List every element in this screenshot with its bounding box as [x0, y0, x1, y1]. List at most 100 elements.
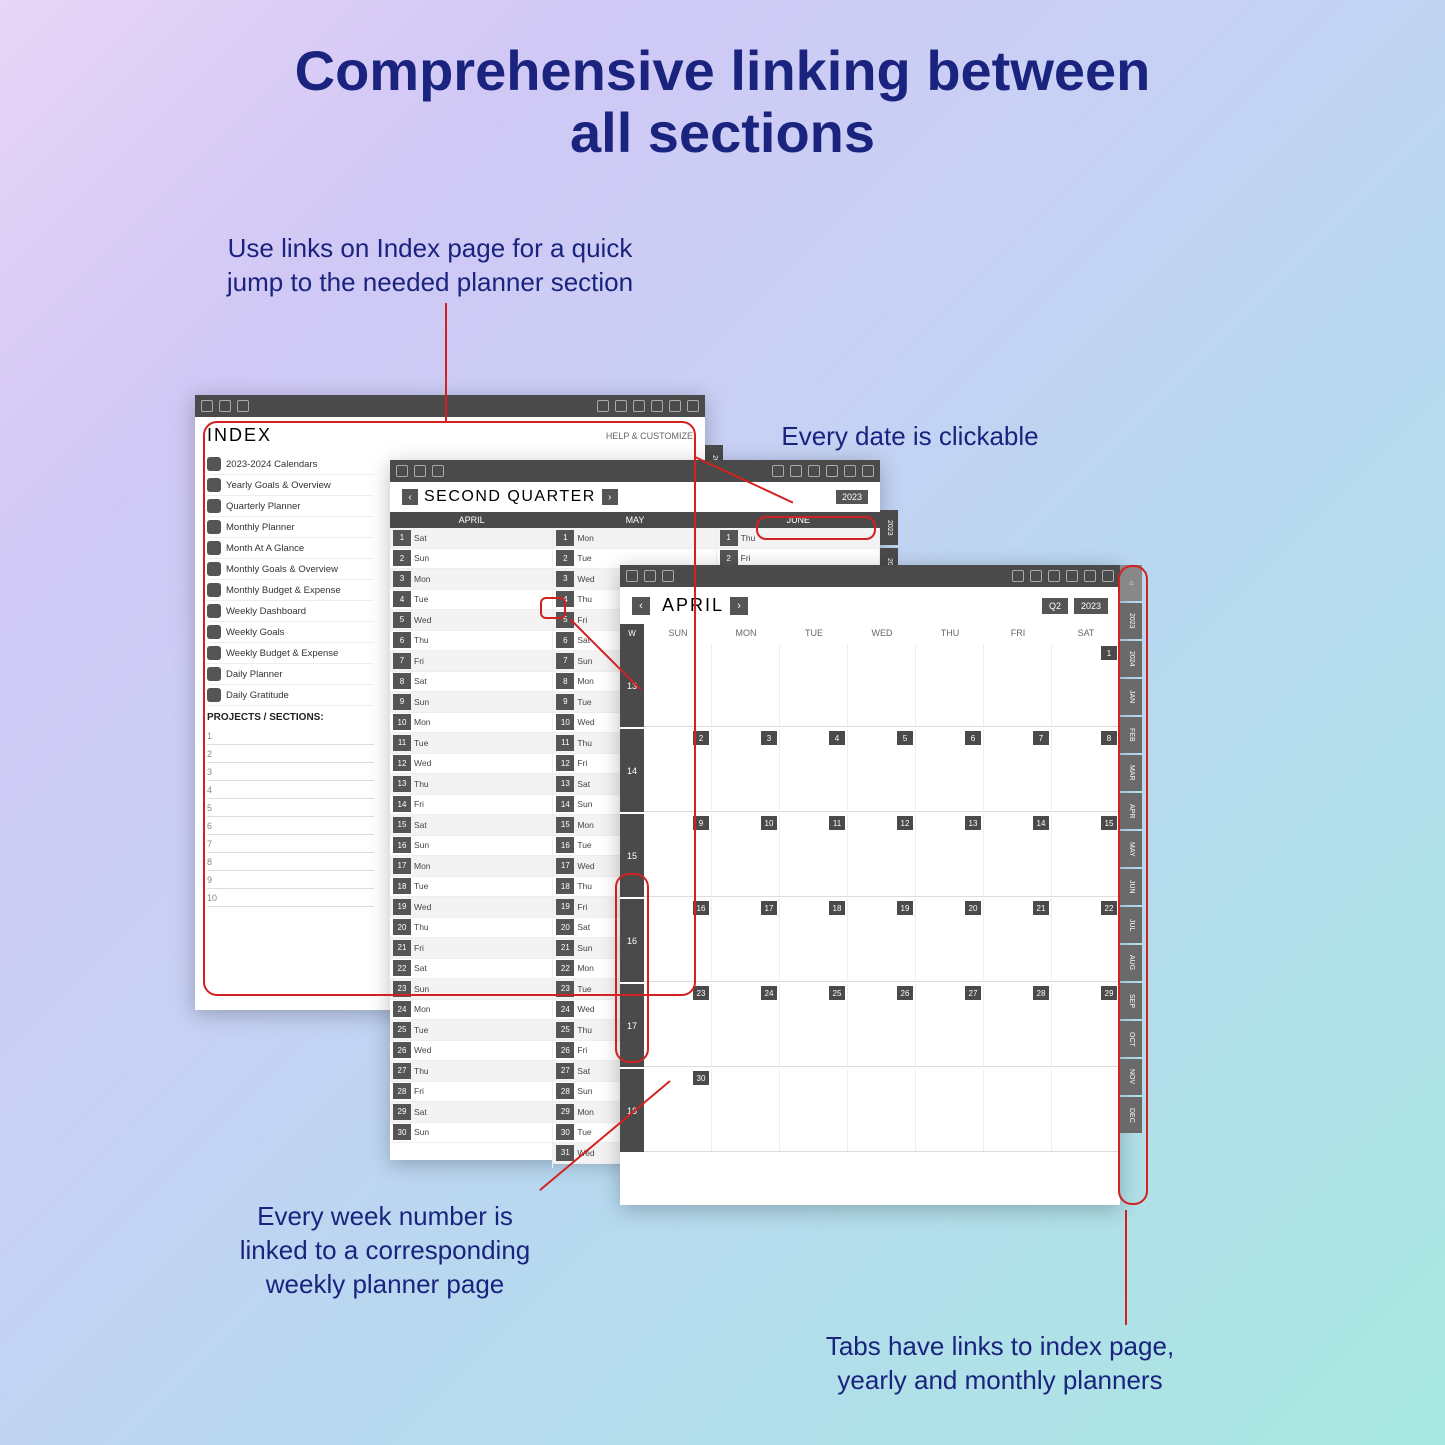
date-row[interactable]: 4Tue	[390, 590, 552, 611]
calendar-cell[interactable]: 24	[712, 984, 780, 1066]
index-link[interactable]: Weekly Goals	[207, 622, 374, 643]
calendar-cell[interactable]: 18	[780, 899, 848, 981]
week-number[interactable]: 13	[620, 644, 644, 727]
calendar-cell[interactable]: 3	[712, 729, 780, 811]
index-link[interactable]: Quarterly Planner	[207, 496, 374, 517]
calendar-cell[interactable]: 13	[916, 814, 984, 896]
date-row[interactable]: 16Sun	[390, 836, 552, 857]
calendar-cell[interactable]: 12	[848, 814, 916, 896]
month-header[interactable]: JUNE	[717, 512, 880, 528]
side-tab[interactable]: FEB	[1120, 717, 1142, 753]
side-tab[interactable]: ⌂	[1120, 565, 1142, 601]
calendar-cell[interactable]	[1052, 1069, 1120, 1151]
side-tab[interactable]: OCT	[1120, 1021, 1142, 1057]
date-row[interactable]: 26Wed	[390, 1041, 552, 1062]
calendar-cell[interactable]: 14	[984, 814, 1052, 896]
calendar-cell[interactable]: 9	[644, 814, 712, 896]
calendar-cell[interactable]: 19	[848, 899, 916, 981]
date-row[interactable]: 1Mon	[553, 528, 715, 549]
date-row[interactable]: 7Fri	[390, 651, 552, 672]
month-header[interactable]: MAY	[553, 512, 716, 528]
side-tab[interactable]: JUL	[1120, 907, 1142, 943]
date-row[interactable]: 12Wed	[390, 754, 552, 775]
side-tab[interactable]: MAR	[1120, 755, 1142, 791]
calendar-cell[interactable]: 11	[780, 814, 848, 896]
calendar-cell[interactable]: 27	[916, 984, 984, 1066]
date-row[interactable]: 15Sat	[390, 815, 552, 836]
calendar-cell[interactable]: 8	[1052, 729, 1120, 811]
calendar-cell[interactable]: 21	[984, 899, 1052, 981]
next-button[interactable]: ›	[730, 597, 748, 615]
calendar-cell[interactable]: 16	[644, 899, 712, 981]
side-tab[interactable]: AUG	[1120, 945, 1142, 981]
week-number[interactable]: 15	[620, 814, 644, 897]
calendar-cell[interactable]: 6	[916, 729, 984, 811]
year-chip[interactable]: 2023	[1074, 598, 1108, 614]
calendar-cell[interactable]	[644, 644, 712, 726]
calendar-cell[interactable]: 7	[984, 729, 1052, 811]
date-row[interactable]: 1Thu	[717, 528, 879, 549]
date-row[interactable]: 18Tue	[390, 877, 552, 898]
side-tab[interactable]: JUN	[1120, 869, 1142, 905]
calendar-cell[interactable]	[848, 644, 916, 726]
index-link[interactable]: Daily Gratitude	[207, 685, 374, 706]
index-link[interactable]: Daily Planner	[207, 664, 374, 685]
date-row[interactable]: 21Fri	[390, 938, 552, 959]
calendar-cell[interactable]	[712, 644, 780, 726]
calendar-cell[interactable]: 30	[644, 1069, 712, 1151]
calendar-cell[interactable]: 10	[712, 814, 780, 896]
date-row[interactable]: 6Thu	[390, 631, 552, 652]
date-row[interactable]: 11Tue	[390, 733, 552, 754]
index-link[interactable]: 2023-2024 Calendars	[207, 454, 374, 475]
date-row[interactable]: 9Sun	[390, 692, 552, 713]
calendar-cell[interactable]: 15	[1052, 814, 1120, 896]
next-button[interactable]: ›	[602, 489, 618, 505]
calendar-cell[interactable]	[780, 644, 848, 726]
quarter-chip[interactable]: Q2	[1042, 598, 1068, 614]
prev-button[interactable]: ‹	[402, 489, 418, 505]
calendar-cell[interactable]: 22	[1052, 899, 1120, 981]
date-row[interactable]: 2Sun	[390, 549, 552, 570]
date-row[interactable]: 19Wed	[390, 897, 552, 918]
date-row[interactable]: 29Sat	[390, 1102, 552, 1123]
date-row[interactable]: 10Mon	[390, 713, 552, 734]
calendar-cell[interactable]	[712, 1069, 780, 1151]
calendar-cell[interactable]: 17	[712, 899, 780, 981]
calendar-cell[interactable]: 25	[780, 984, 848, 1066]
week-number[interactable]: 14	[620, 729, 644, 812]
year-tab[interactable]: 2023	[880, 510, 898, 545]
index-link[interactable]: Yearly Goals & Overview	[207, 475, 374, 496]
date-row[interactable]: 17Mon	[390, 856, 552, 877]
calendar-cell[interactable]	[984, 1069, 1052, 1151]
side-tab[interactable]: NOV	[1120, 1059, 1142, 1095]
date-row[interactable]: 8Sat	[390, 672, 552, 693]
calendar-cell[interactable]: 26	[848, 984, 916, 1066]
date-row[interactable]: 22Sat	[390, 959, 552, 980]
year-chip[interactable]: 2023	[836, 490, 868, 504]
month-header[interactable]: APRIL	[390, 512, 553, 528]
help-link[interactable]: HELP & CUSTOMIZE	[606, 431, 693, 441]
week-number[interactable]: 16	[620, 899, 644, 982]
calendar-cell[interactable]	[916, 644, 984, 726]
index-link[interactable]: Monthly Goals & Overview	[207, 559, 374, 580]
side-tab[interactable]: 2023	[1120, 603, 1142, 639]
calendar-cell[interactable]: 29	[1052, 984, 1120, 1066]
index-link[interactable]: Month At A Glance	[207, 538, 374, 559]
date-row[interactable]: 1Sat	[390, 528, 552, 549]
date-row[interactable]: 24Mon	[390, 1000, 552, 1021]
side-tab[interactable]: JAN	[1120, 679, 1142, 715]
calendar-cell[interactable]: 23	[644, 984, 712, 1066]
calendar-cell[interactable]	[984, 644, 1052, 726]
date-row[interactable]: 5Wed	[390, 610, 552, 631]
calendar-cell[interactable]	[848, 1069, 916, 1151]
side-tab[interactable]: DEC	[1120, 1097, 1142, 1133]
side-tab[interactable]: MAY	[1120, 831, 1142, 867]
week-number[interactable]: 17	[620, 984, 644, 1067]
calendar-cell[interactable]: 1	[1052, 644, 1120, 726]
index-link[interactable]: Monthly Planner	[207, 517, 374, 538]
date-row[interactable]: 25Tue	[390, 1020, 552, 1041]
date-row[interactable]: 30Sun	[390, 1123, 552, 1144]
date-row[interactable]: 20Thu	[390, 918, 552, 939]
calendar-cell[interactable]	[916, 1069, 984, 1151]
date-row[interactable]: 23Sun	[390, 979, 552, 1000]
